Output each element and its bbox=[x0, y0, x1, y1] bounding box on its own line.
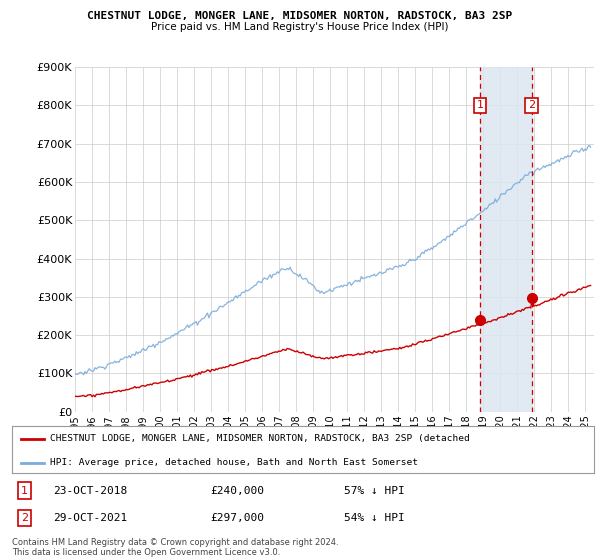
Text: CHESTNUT LODGE, MONGER LANE, MIDSOMER NORTON, RADSTOCK, BA3 2SP (detached: CHESTNUT LODGE, MONGER LANE, MIDSOMER NO… bbox=[50, 435, 470, 444]
Text: Contains HM Land Registry data © Crown copyright and database right 2024.
This d: Contains HM Land Registry data © Crown c… bbox=[12, 538, 338, 557]
Text: 2: 2 bbox=[528, 100, 535, 110]
Bar bbox=[480, 67, 532, 412]
Text: 2: 2 bbox=[21, 513, 28, 523]
Text: 1: 1 bbox=[476, 100, 484, 110]
Text: 1: 1 bbox=[21, 486, 28, 496]
Text: 54% ↓ HPI: 54% ↓ HPI bbox=[344, 513, 404, 523]
Text: HPI: Average price, detached house, Bath and North East Somerset: HPI: Average price, detached house, Bath… bbox=[50, 458, 418, 467]
Text: 23-OCT-2018: 23-OCT-2018 bbox=[53, 486, 127, 496]
Text: 57% ↓ HPI: 57% ↓ HPI bbox=[344, 486, 404, 496]
Text: 29-OCT-2021: 29-OCT-2021 bbox=[53, 513, 127, 523]
Text: CHESTNUT LODGE, MONGER LANE, MIDSOMER NORTON, RADSTOCK, BA3 2SP: CHESTNUT LODGE, MONGER LANE, MIDSOMER NO… bbox=[88, 11, 512, 21]
Text: £297,000: £297,000 bbox=[210, 513, 264, 523]
Text: £240,000: £240,000 bbox=[210, 486, 264, 496]
Text: Price paid vs. HM Land Registry's House Price Index (HPI): Price paid vs. HM Land Registry's House … bbox=[151, 22, 449, 32]
